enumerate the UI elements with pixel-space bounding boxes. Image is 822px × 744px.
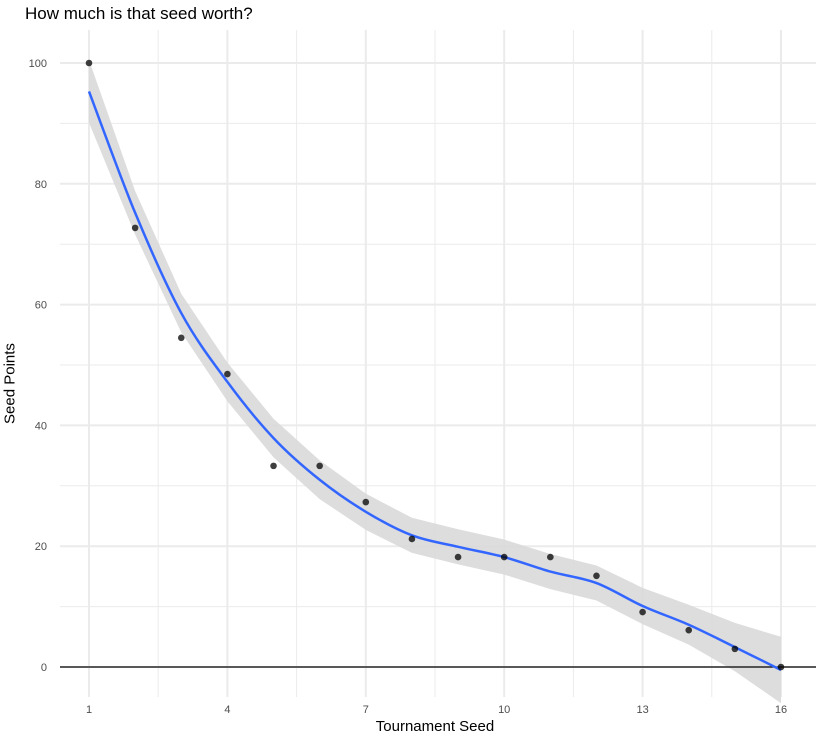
x-tick-label: 16 (775, 704, 787, 716)
y-tick-label: 0 (41, 662, 47, 674)
data-point (131, 224, 139, 232)
x-tick-label: 1 (86, 704, 92, 716)
data-point (500, 553, 508, 561)
data-point (777, 663, 785, 671)
y-tick-label: 20 (35, 541, 47, 553)
x-tick-label: 13 (636, 704, 648, 716)
chart-title: How much is that seed worth? (25, 4, 253, 23)
data-point (408, 535, 416, 543)
y-tick-label: 80 (35, 179, 47, 191)
data-point (454, 553, 462, 561)
data-point (685, 626, 693, 634)
data-point (362, 498, 370, 506)
data-point (224, 370, 231, 378)
x-axis-label: Tournament Seed (375, 718, 495, 735)
x-tick-label: 7 (363, 704, 369, 716)
data-point (270, 462, 277, 470)
data-point (639, 608, 646, 616)
data-point (316, 462, 323, 470)
y-tick-label: 60 (35, 300, 47, 312)
data-point (85, 59, 93, 67)
data-point (547, 553, 554, 561)
x-tick-label: 4 (224, 704, 230, 716)
data-point (731, 645, 739, 653)
y-tick-label: 40 (35, 420, 47, 432)
data-point (177, 334, 185, 342)
y-tick-label: 100 (29, 58, 47, 70)
data-point (593, 572, 600, 580)
x-tick-label: 10 (498, 704, 510, 716)
smooth-line (87, 90, 782, 672)
